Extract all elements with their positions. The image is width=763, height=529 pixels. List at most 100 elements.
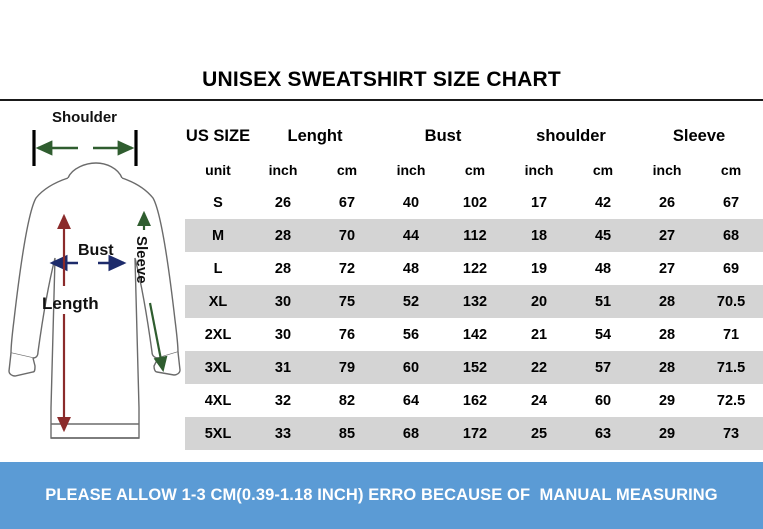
unit-header-length-cm: cm [336,162,358,178]
group-header-sleeve: Sleeve [672,126,726,145]
cell-shoulder-cm: 51 [571,285,636,318]
cell-length-cm: 72 [338,260,356,277]
cell-bust-inch: 44 [379,219,443,252]
cell-bust-cm: 122 [462,260,488,277]
cell-shoulder-inch: 17 [530,194,548,211]
cell-bust-cm: 152 [443,351,508,384]
title-divider [0,99,763,101]
cell-sleeve-cm: 72.5 [716,392,746,409]
disclaimer-banner: PLEASE ALLOW 1-3 CM(0.39-1.18 INCH) ERRO… [0,462,763,529]
group-header-length: Lenght [287,126,343,145]
cell-shoulder-cm: 54 [594,326,612,343]
cell-bust-cm: 132 [443,285,508,318]
cell-size: 5XL [185,417,251,450]
unit-header-unit: unit [205,162,231,178]
cell-shoulder-cm: 57 [571,351,636,384]
table-row: L 28 72 48 122 19 48 27 69 [185,252,763,285]
cell-bust-inch: 64 [402,392,420,409]
cell-sleeve-cm: 69 [722,260,740,277]
cell-sleeve-cm: 71 [722,326,740,343]
table-row: 3XL 31 79 60 152 22 57 28 71.5 [185,351,763,384]
cell-bust-inch: 56 [402,326,420,343]
cell-sleeve-inch: 26 [658,194,676,211]
cell-shoulder-inch: 24 [530,392,548,409]
table-head: US SIZE Lenght Bust shoulder Sleeve unit… [185,118,763,186]
cell-length-inch: 30 [274,326,292,343]
cell-length-cm: 75 [315,285,379,318]
cell-bust-inch: 60 [379,351,443,384]
diagram-label-bust: Bust [78,242,114,259]
table-row: 4XL 32 82 64 162 24 60 29 72.5 [185,384,763,417]
cell-shoulder-inch: 25 [507,417,572,450]
cell-shoulder-cm: 60 [594,392,612,409]
table-row: 5XL 33 85 68 172 25 63 29 73 [185,417,763,450]
cell-sleeve-cm: 71.5 [699,351,763,384]
size-table: US SIZE Lenght Bust shoulder Sleeve unit… [185,118,763,450]
diagram-label-sleeve: Sleeve [133,236,150,284]
unit-header-row: unit inch cm inch cm inch cm inch cm [185,154,763,186]
cell-size: S [213,194,223,211]
unit-header-sleeve-cm: cm [720,162,742,178]
cell-bust-cm: 112 [443,219,508,252]
cell-shoulder-cm: 45 [571,219,636,252]
table-row: S 26 67 40 102 17 42 26 67 [185,186,763,219]
cell-length-cm: 79 [315,351,379,384]
group-header-row: US SIZE Lenght Bust shoulder Sleeve [185,118,763,154]
cell-shoulder-inch: 20 [507,285,572,318]
cell-length-inch: 28 [274,260,292,277]
cell-length-inch: 31 [251,351,315,384]
cell-length-cm: 82 [338,392,356,409]
page-title: UNISEX SWEATSHIRT SIZE CHART [202,68,561,91]
cell-bust-inch: 48 [402,260,420,277]
garment-diagram: Shoulder Bust Length Sleeve [0,108,185,458]
cell-sleeve-cm: 70.5 [699,285,763,318]
cell-shoulder-inch: 19 [530,260,548,277]
cell-sleeve-cm: 68 [699,219,763,252]
title-bar: UNISEX SWEATSHIRT SIZE CHART [0,60,763,100]
cell-length-cm: 70 [315,219,379,252]
size-table-container: US SIZE Lenght Bust shoulder Sleeve unit… [185,118,763,450]
table-row: XL 30 75 52 132 20 51 28 70.5 [185,285,763,318]
cell-length-inch: 28 [251,219,315,252]
unit-header-bust-inch: inch [396,162,426,178]
disclaimer-text: PLEASE ALLOW 1-3 CM(0.39-1.18 INCH) ERRO… [45,486,718,504]
cell-bust-cm: 172 [443,417,508,450]
cell-size: M [185,219,251,252]
cell-shoulder-cm: 42 [594,194,612,211]
cell-sleeve-inch: 28 [635,351,700,384]
cell-size: XL [185,285,251,318]
cell-bust-cm: 102 [462,194,488,211]
cell-length-inch: 33 [251,417,315,450]
cell-bust-cm: 142 [462,326,488,343]
cell-bust-inch: 68 [379,417,443,450]
cell-sleeve-inch: 29 [635,417,700,450]
diagram-label-shoulder: Shoulder [52,109,118,126]
group-header-shoulder: shoulder [536,126,606,145]
unit-header-sleeve-inch: inch [652,162,682,178]
cell-sleeve-inch: 27 [635,219,700,252]
cell-shoulder-cm: 48 [594,260,612,277]
cell-shoulder-inch: 22 [507,351,572,384]
cell-length-inch: 32 [274,392,292,409]
diagram-label-length: Length [42,294,99,313]
shoulder-measure-arrow [32,130,138,166]
cell-sleeve-inch: 28 [635,285,700,318]
unit-header-shoulder-cm: cm [592,162,614,178]
cell-shoulder-inch: 18 [507,219,572,252]
cell-size: 4XL [204,392,232,409]
cell-sleeve-cm: 73 [699,417,763,450]
cell-bust-inch: 52 [379,285,443,318]
table-row: M 28 70 44 112 18 45 27 68 [185,219,763,252]
group-header-bust: Bust [424,126,462,145]
table-body: S 26 67 40 102 17 42 26 67 M 28 70 44 112 18 45 27 68 L 28 7… [185,186,763,450]
cell-length-cm: 76 [338,326,356,343]
cell-size: L [213,260,223,277]
group-header-us-size: US SIZE [185,126,251,145]
cell-sleeve-inch: 29 [658,392,676,409]
cell-sleeve-cm: 67 [722,194,740,211]
cell-length-cm: 67 [338,194,356,211]
unit-header-bust-cm: cm [464,162,486,178]
cell-length-inch: 26 [274,194,292,211]
cell-bust-inch: 40 [402,194,420,211]
